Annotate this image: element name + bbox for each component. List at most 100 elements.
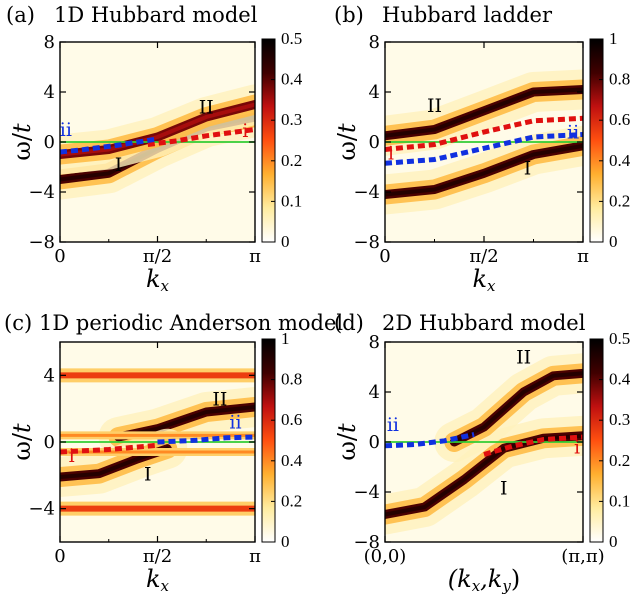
band-label-II: II <box>516 346 531 368</box>
y-tick-label: 4 <box>44 82 55 103</box>
band-label-ii: ii <box>229 412 241 434</box>
panel-c: 0 π/2 π −4 0 4 ω/t kx (c) 1D periodic Anderson mo… <box>4 311 343 595</box>
y-tick-label: −4 <box>28 182 55 203</box>
band-label-ii: ii <box>60 119 72 141</box>
y-axis-label-italic: t <box>333 423 361 433</box>
colorbar <box>261 38 276 243</box>
colorbar-tick-label: 0.4 <box>609 151 631 170</box>
y-tick-label: −4 <box>28 499 55 520</box>
dispersion-line-ii <box>385 432 475 449</box>
band-label-I: I <box>500 478 508 500</box>
y-axis-label-italic: t <box>333 123 361 133</box>
colorbar-tick-label: 0.4 <box>281 70 303 89</box>
y-axis-label-main: ω/ <box>8 432 36 461</box>
y-tick-label: 8 <box>369 32 380 53</box>
heatmap-area <box>60 342 255 542</box>
y-tick-label: 8 <box>369 332 380 353</box>
band-core-II <box>60 102 255 157</box>
colorbar-tick-label: 0.2 <box>281 491 302 510</box>
dispersion-line-i <box>60 442 158 455</box>
band-label-i: i <box>574 436 580 458</box>
colorbar <box>589 38 604 243</box>
colorbar-tick-label: 0.2 <box>609 191 630 210</box>
band-label-I: I <box>115 154 123 176</box>
colorbar-tick-label: 0.5 <box>281 29 302 48</box>
y-tick-label: 0 <box>369 432 380 453</box>
panel-label: (d) <box>334 311 364 335</box>
band-label-i: i <box>242 120 248 142</box>
panel-label: (c) <box>4 311 32 335</box>
y-axis-label-italic: t <box>8 123 36 133</box>
y-tick-label: −8 <box>353 232 380 253</box>
x-tick-label: 0 <box>54 546 65 567</box>
colorbar <box>589 338 604 543</box>
x-tick-label: π <box>249 546 261 567</box>
colorbar-tick-label: 0.6 <box>609 110 630 129</box>
colorbar-tick-label: 0 <box>281 232 290 251</box>
dispersion-line-ii <box>385 132 583 166</box>
x-axis-label: (kx,ky) <box>448 565 520 595</box>
dispersion-line-ii <box>60 136 158 155</box>
band-label-ii: ii <box>387 414 399 436</box>
colorbar-tick-label: 0.4 <box>281 451 303 470</box>
x-tick-label: (π,π) <box>561 546 604 567</box>
band-label-II: II <box>199 96 214 118</box>
panel-title: Hubbard ladder <box>382 3 553 27</box>
heatmap-area <box>385 42 583 242</box>
x-tick-label: π/2 <box>143 546 172 567</box>
y-axis-label-main: ω/ <box>333 132 361 161</box>
colorbar-tick-label: 1 <box>281 329 290 348</box>
band-label-II: II <box>212 388 227 410</box>
y-tick-label: 0 <box>44 132 55 153</box>
panel-label: (b) <box>334 3 364 27</box>
dispersion-line-ii <box>157 434 255 445</box>
y-tick-label: −8 <box>353 532 380 553</box>
colorbar-tick-label: 0.4 <box>609 370 631 389</box>
colorbar-tick-label: 0.2 <box>609 451 630 470</box>
panel-title: 1D periodic Anderson model <box>39 311 343 335</box>
band-label-i: i <box>388 143 394 165</box>
x-tick-label: 0 <box>379 246 390 267</box>
band-core-II <box>452 371 583 444</box>
y-axis-label-italic: t <box>8 423 36 433</box>
band-label-I: I <box>144 463 152 485</box>
colorbar-tick-label: 0.8 <box>281 370 302 389</box>
x-axis-label: kx <box>472 265 496 295</box>
colorbar-tick-label: 0.2 <box>281 151 302 170</box>
panel-label: (a) <box>6 3 35 27</box>
y-axis-label: ω/t <box>8 423 36 461</box>
y-axis-label-main: ω/ <box>333 432 361 461</box>
y-tick-label: −4 <box>353 182 380 203</box>
colorbar-tick-label: 0 <box>281 532 290 551</box>
band-label-II: II <box>427 95 442 117</box>
y-axis-label: ω/t <box>333 423 361 461</box>
heatmap-area <box>60 42 255 242</box>
x-axis-label: kx <box>146 565 170 595</box>
x-tick-label: 0 <box>54 246 65 267</box>
band-core-II <box>385 87 583 138</box>
y-tick-label: 4 <box>369 382 380 403</box>
x-tick-label: π/2 <box>469 246 498 267</box>
y-tick-label: 0 <box>44 432 55 453</box>
x-tick-label: π <box>249 246 261 267</box>
colorbar-tick-label: 0 <box>609 532 618 551</box>
panel-d: (0,0) (π,π) −8 −4 0 4 8 ω/t (kx,ky) (d) 2D Hubbard… <box>333 311 631 595</box>
colorbar-tick-label: 0.3 <box>609 410 630 429</box>
x-tick-label: π <box>577 246 589 267</box>
y-tick-label: 4 <box>44 365 55 386</box>
band-label-I: I <box>524 158 532 180</box>
colorbar-tick-label: 0 <box>609 232 618 251</box>
panel-title: 1D Hubbard model <box>54 3 258 27</box>
band-core-I <box>385 143 583 197</box>
dispersion-line-i <box>147 127 255 147</box>
dispersion-line-i <box>385 115 583 152</box>
y-tick-label: −8 <box>28 232 55 253</box>
dispersion-line-i <box>483 434 583 457</box>
x-tick-label: π/2 <box>143 246 172 267</box>
colorbar <box>261 338 276 543</box>
y-tick-label: 0 <box>369 132 380 153</box>
y-tick-label: 4 <box>369 82 380 103</box>
colorbar-tick-label: 0.1 <box>281 191 302 210</box>
